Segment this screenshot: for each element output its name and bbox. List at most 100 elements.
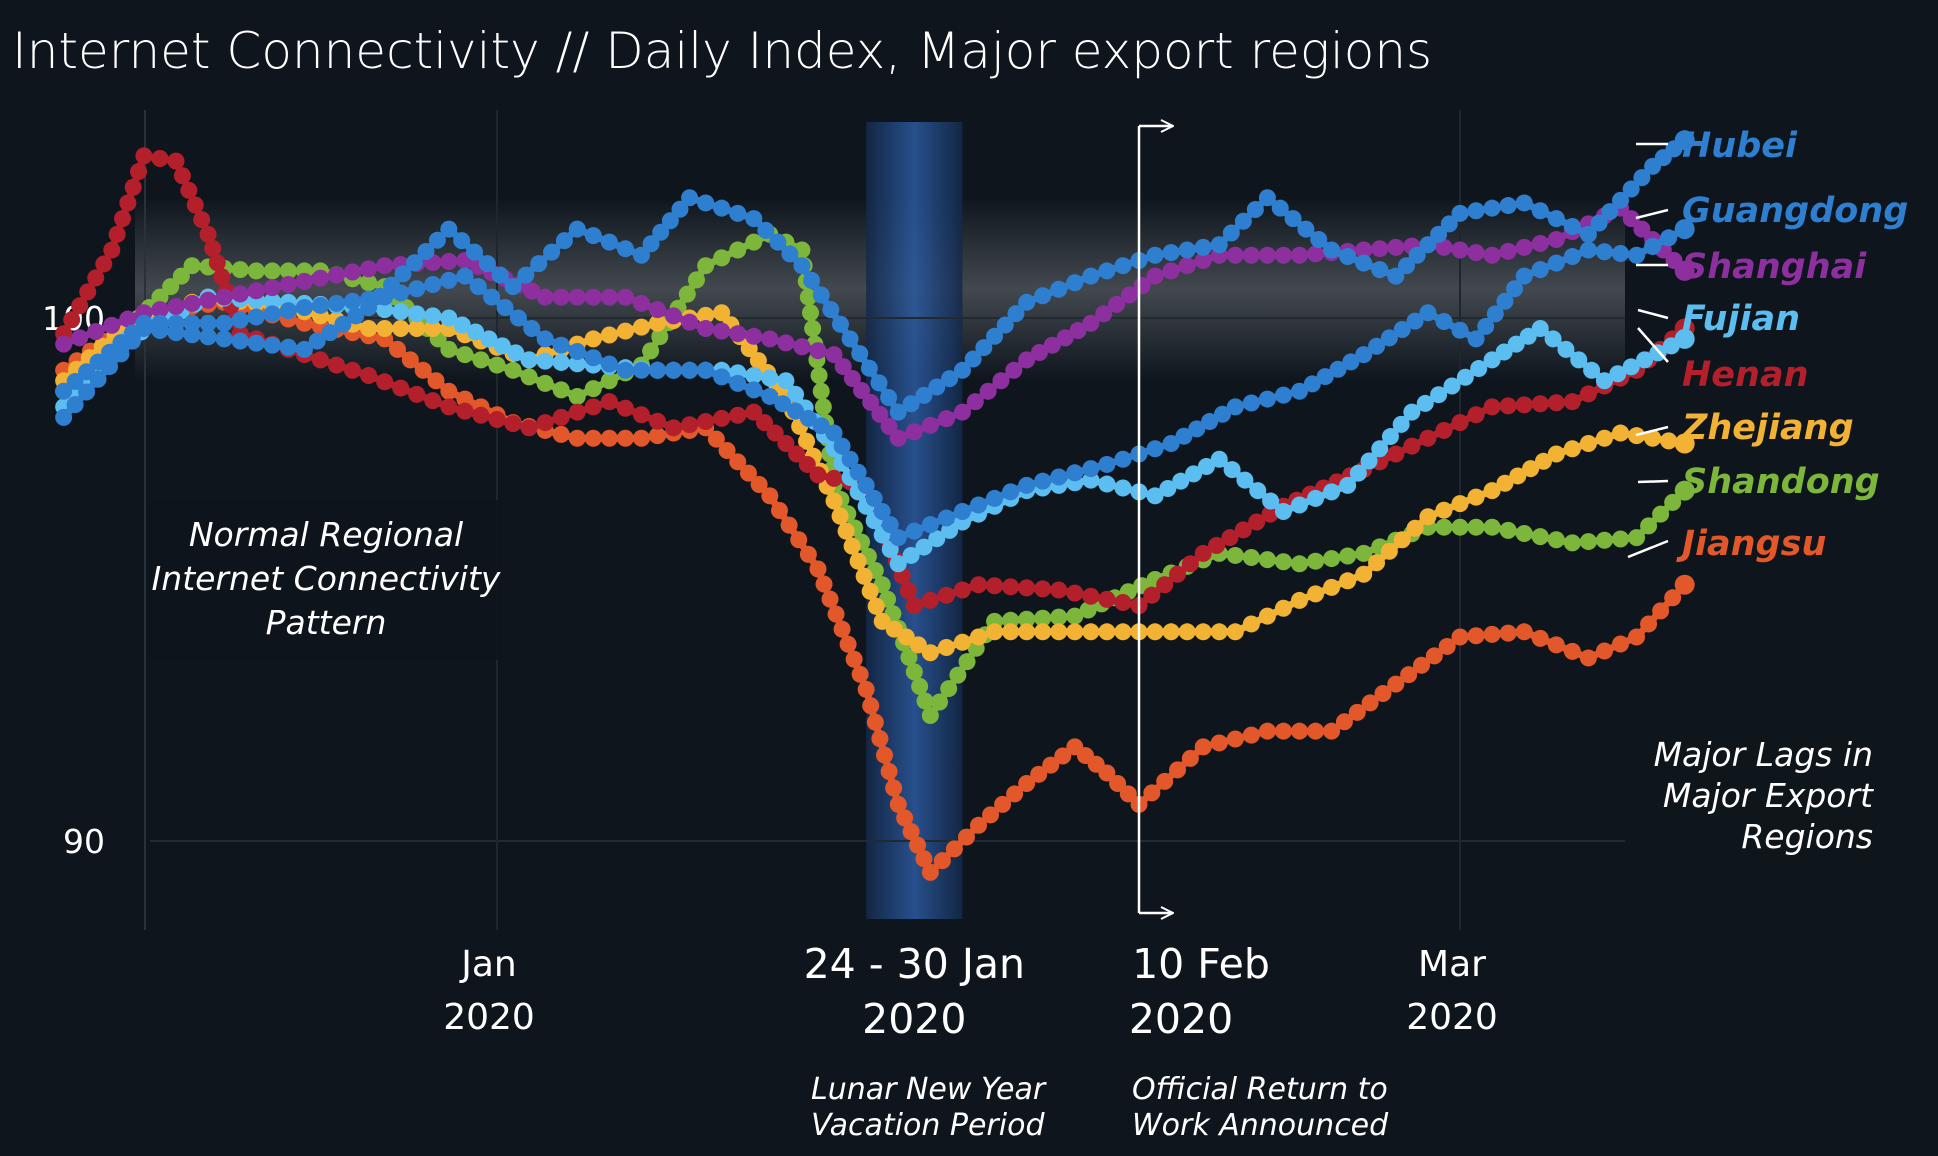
data-point — [937, 638, 955, 656]
data-point — [616, 322, 634, 340]
data-point — [1258, 246, 1276, 264]
data-point — [1339, 476, 1357, 494]
data-point — [1242, 394, 1260, 412]
data-point — [151, 322, 169, 340]
data-point — [915, 386, 933, 404]
data-point — [1114, 450, 1132, 468]
data-point — [665, 419, 683, 437]
data-point — [376, 257, 394, 275]
data-point — [681, 416, 699, 434]
series-hubei — [55, 130, 1695, 426]
data-point — [1583, 361, 1601, 379]
data-point — [1440, 215, 1458, 233]
data-point — [1162, 435, 1180, 453]
data-point — [1509, 467, 1527, 485]
data-point — [231, 261, 249, 279]
data-point — [1393, 531, 1411, 549]
data-point — [247, 262, 265, 280]
data-point — [1120, 286, 1138, 304]
data-point — [1066, 623, 1084, 641]
data-point — [707, 430, 725, 448]
data-point — [405, 254, 423, 272]
data-point — [909, 836, 927, 854]
data-point — [1050, 280, 1068, 298]
data-point — [344, 292, 362, 310]
data-point — [1531, 395, 1549, 413]
data-point — [1258, 607, 1276, 625]
data-point — [831, 507, 849, 525]
data-point — [1419, 304, 1437, 322]
data-point — [986, 489, 1004, 507]
data-point — [1435, 518, 1453, 536]
data-point — [1374, 685, 1392, 703]
data-point — [1644, 238, 1662, 256]
data-point — [517, 266, 535, 284]
normal-pattern-line-2: Internet Connectivity — [152, 559, 501, 598]
data-point — [1178, 623, 1196, 641]
legend-item-shanghai: Shanghai — [1636, 247, 1867, 287]
data-point — [183, 326, 201, 344]
data-point — [103, 316, 121, 334]
data-point — [1563, 534, 1581, 552]
data-point — [231, 332, 249, 350]
data-point — [1095, 305, 1113, 323]
data-point — [215, 288, 233, 306]
data-point — [1274, 722, 1292, 740]
data-point — [1612, 424, 1629, 442]
data-point — [1499, 242, 1517, 260]
data-point — [1371, 440, 1389, 458]
data-point — [1258, 722, 1276, 740]
data-point — [376, 319, 394, 337]
data-point — [1595, 243, 1613, 261]
data-point — [1098, 475, 1116, 493]
data-point — [825, 346, 843, 364]
data-point — [885, 779, 903, 797]
data-point — [600, 326, 618, 344]
data-point — [123, 332, 141, 350]
data-point — [1226, 623, 1244, 641]
data-point — [328, 266, 345, 284]
data-point — [729, 406, 747, 424]
data-point — [488, 410, 506, 428]
normal-pattern-line-3: Pattern — [266, 603, 387, 642]
data-point — [1034, 623, 1052, 641]
data-point — [1162, 623, 1180, 641]
data-point — [729, 241, 747, 259]
legend-label: Zhejiang — [1681, 408, 1854, 448]
data-point — [392, 379, 410, 397]
data-point — [1054, 747, 1072, 765]
data-point — [777, 334, 795, 352]
data-point — [568, 355, 586, 373]
data-point — [1194, 544, 1212, 562]
normal-pattern-note: Normal Regional Internet Connectivity Pa… — [152, 515, 501, 642]
data-point — [970, 496, 987, 514]
data-point — [649, 361, 666, 379]
data-point — [600, 288, 618, 306]
data-point — [986, 327, 1004, 345]
data-point — [1034, 472, 1052, 490]
data-point — [1674, 480, 1695, 501]
data-point — [183, 257, 201, 275]
data-point — [1495, 343, 1513, 361]
data-point — [1291, 555, 1308, 573]
data-point — [651, 328, 669, 346]
data-point — [1408, 246, 1426, 264]
data-point — [616, 240, 634, 258]
data-point — [849, 552, 867, 570]
data-point — [1531, 261, 1549, 279]
data-point — [857, 680, 875, 698]
data-point — [1274, 553, 1292, 571]
data-point — [803, 271, 821, 289]
data-point — [360, 319, 378, 337]
data-point — [921, 706, 939, 724]
data-point — [1579, 385, 1597, 403]
data-point — [504, 278, 522, 296]
data-point — [1050, 608, 1068, 626]
data-point — [713, 368, 731, 386]
data-point — [1181, 555, 1199, 573]
x-axis-ticks: Jan 2020 24 - 30 Jan 2020 10 Feb 2020 Mar 2020 — [443, 110, 1498, 1043]
data-point — [1210, 734, 1228, 752]
data-point — [1114, 479, 1132, 497]
data-point — [880, 388, 898, 406]
data-point — [802, 304, 820, 322]
